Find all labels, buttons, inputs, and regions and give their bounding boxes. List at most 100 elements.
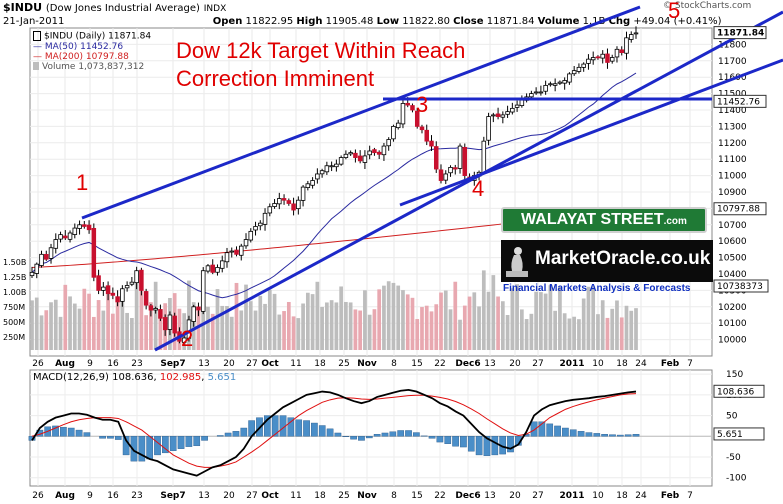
histogram-bar — [52, 425, 59, 437]
volume-bar — [558, 286, 562, 350]
volume-bar — [125, 312, 129, 350]
chg-label: Chg — [608, 16, 631, 27]
candle — [571, 70, 577, 75]
walayat-street-banner[interactable]: WALAYAT STREET.com — [501, 207, 707, 233]
histogram-bar — [318, 425, 326, 437]
candle — [124, 285, 130, 289]
candle — [39, 253, 44, 266]
candle — [134, 270, 139, 284]
candle — [448, 166, 453, 174]
candle — [609, 57, 615, 62]
volume-bar — [386, 281, 391, 350]
candle — [614, 48, 620, 58]
volume-bar — [510, 288, 515, 350]
volume-value-label: 10738373 — [717, 282, 763, 292]
volume-bar — [420, 307, 424, 350]
volume-bar — [363, 290, 367, 350]
candle — [143, 291, 149, 306]
date: 21-Jan-2011 — [3, 16, 65, 27]
histogram-bar — [554, 425, 561, 437]
volume-bar — [291, 316, 296, 350]
volume-bar — [34, 297, 39, 350]
volume-bar — [472, 292, 477, 350]
candle — [495, 113, 501, 117]
macd-plot-area — [29, 369, 713, 487]
candle — [291, 203, 296, 211]
marketoracle-banner[interactable]: MarketOracle.co.uk — [501, 240, 713, 282]
candle — [581, 63, 586, 68]
candle — [48, 247, 54, 259]
candle — [628, 34, 634, 40]
macd-x-tick-label: Aug — [55, 491, 75, 501]
volume-bar — [305, 292, 310, 350]
candle — [196, 306, 201, 311]
y-tick-label: 11300 — [718, 122, 747, 132]
candle — [210, 264, 215, 273]
macd-x-tick-label: Nov — [357, 491, 377, 501]
candle — [376, 151, 382, 155]
volume-bar — [429, 311, 434, 350]
legend-volume-bar-icon — [33, 62, 39, 70]
volume-bar — [196, 310, 201, 350]
candle — [34, 263, 40, 274]
volume-bar — [500, 301, 505, 350]
histogram-bar — [577, 431, 585, 437]
candle — [262, 212, 268, 225]
volume-bar — [144, 315, 148, 350]
volume-bar — [39, 315, 44, 350]
histogram-bar — [616, 434, 624, 437]
candle — [443, 173, 449, 181]
volume-bar — [391, 282, 396, 350]
candle — [172, 315, 177, 334]
histogram-bar — [428, 436, 436, 439]
volume-bar — [130, 317, 134, 350]
y-tick-label: 11800 — [718, 40, 747, 50]
volume-bar — [458, 319, 462, 350]
x-tick-label: 27 — [532, 359, 543, 368]
candle — [548, 83, 553, 86]
volume-bar — [106, 293, 110, 350]
candle — [300, 186, 306, 201]
candle — [96, 275, 101, 291]
volume-bar — [286, 301, 291, 350]
histogram-bar — [287, 417, 295, 437]
volume-bar — [267, 289, 272, 350]
x-tick-label: Feb — [661, 359, 680, 368]
volume-bar — [591, 286, 596, 350]
candle — [215, 267, 220, 273]
candle — [63, 235, 68, 239]
histogram-bar — [295, 419, 303, 437]
candle — [410, 105, 415, 111]
volume-bar — [377, 289, 382, 350]
candle — [453, 167, 458, 170]
candle — [229, 250, 235, 253]
macd-y-tick-label: 150 — [726, 370, 743, 380]
macd-x-tick-label: 15 — [411, 491, 422, 501]
candle — [400, 103, 406, 125]
high-label: High — [296, 16, 323, 27]
histogram-bar — [585, 432, 593, 437]
volume-bar — [158, 312, 163, 350]
volume-bar — [567, 318, 572, 350]
volume-label: Volume — [537, 16, 580, 27]
candle — [557, 81, 563, 84]
candle — [67, 232, 73, 240]
candle — [424, 129, 429, 142]
x-tick-label: 24 — [635, 359, 647, 368]
volume-bar — [553, 310, 558, 350]
candle — [296, 199, 301, 210]
y-tick-label: 11000 — [718, 172, 747, 182]
candle — [110, 292, 116, 296]
candle — [624, 37, 629, 54]
candle — [158, 309, 163, 319]
histogram-bar — [601, 434, 608, 437]
volume-bar — [82, 288, 87, 350]
volume-tick-label: 1.50B — [3, 258, 26, 267]
macd-x-tick-label: 2011 — [559, 491, 584, 501]
histogram-bar — [452, 436, 459, 447]
x-tick-label: 9 — [87, 359, 93, 368]
open-value: 11822.95 — [245, 16, 294, 27]
volume-bar — [353, 309, 358, 350]
x-tick-label: Sep7 — [160, 359, 185, 368]
volume-bar — [605, 317, 610, 350]
